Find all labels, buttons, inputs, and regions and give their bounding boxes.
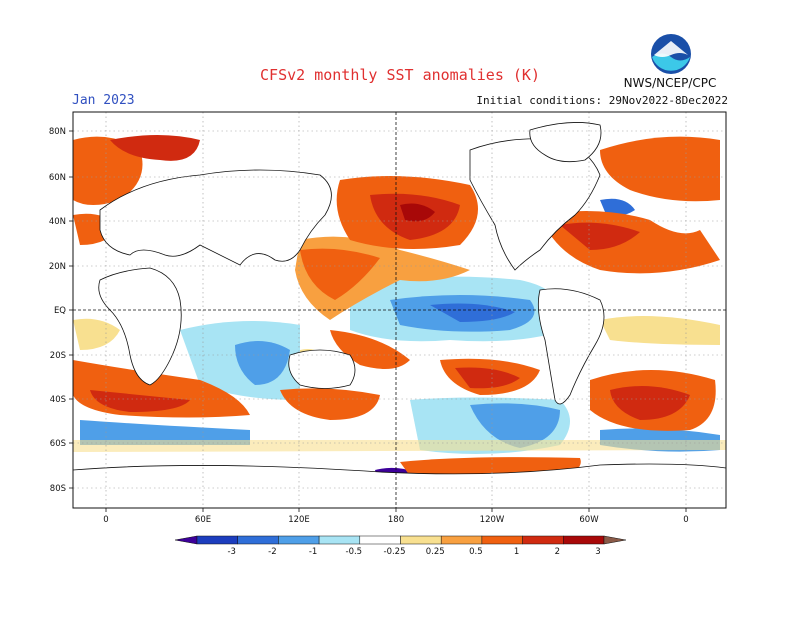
agency-label: NWS/NCEP/CPC [623, 76, 717, 90]
lat-label: 60S [50, 439, 66, 449]
colorbar-label: -0.25 [384, 547, 406, 557]
colorbar-swatch [481, 535, 523, 545]
colorbar-swatch [400, 535, 442, 545]
colorbar: -3 -2 -1 -0.5 -0.25 0.25 0.5 1 2 3 [174, 535, 627, 557]
australia-landmass [288, 349, 356, 389]
lat-label: 60N [49, 173, 66, 183]
africa-landmass [98, 267, 182, 386]
lon-label: 180 [388, 515, 404, 525]
colorbar-swatch [278, 535, 320, 545]
colorbar-label: 0.25 [426, 547, 445, 557]
reference-lines [73, 112, 726, 508]
longitude-labels: 0 60E 120E 180 120W 60W 0 [103, 515, 688, 525]
lat-label: 40S [50, 395, 66, 405]
noaa-logo-icon [651, 34, 691, 74]
lat-label: 40N [49, 217, 66, 227]
colorbar-swatch [522, 535, 564, 545]
colorbar-label: -1 [309, 547, 317, 557]
map-title: CFSv2 monthly SST anomalies (K) [260, 66, 540, 84]
colorbar-swatch [237, 535, 279, 545]
colorbar-label: 3 [595, 547, 600, 557]
colorbar-label: -2 [268, 547, 276, 557]
south-america-landmass [537, 288, 605, 405]
land-masses [73, 122, 726, 508]
colorbar-swatch [318, 535, 361, 545]
initial-conditions: Initial conditions: 29Nov2022-8Dec2022 [476, 94, 728, 107]
lon-label: 0 [103, 515, 108, 525]
lon-label: 60E [195, 515, 211, 525]
lat-label: 20N [49, 262, 66, 272]
anomaly-field [73, 122, 726, 508]
colorbar-label: 1 [514, 547, 519, 557]
colorbar-swatch [563, 535, 605, 545]
lat-label: 20S [50, 351, 66, 361]
lon-label: 120E [288, 515, 310, 525]
colorbar-min-triangle [174, 535, 198, 545]
lon-label: 60W [579, 515, 599, 525]
lon-label: 0 [683, 515, 688, 525]
colorbar-label: 0.5 [469, 547, 483, 557]
warm-anomaly-regions [73, 135, 726, 479]
lat-label: EQ [54, 306, 66, 316]
colorbar-label: -3 [227, 547, 235, 557]
colorbar-label: 2 [555, 547, 560, 557]
lon-label: 120W [480, 515, 505, 525]
latitude-labels: 80N 60N 40N 20N EQ 20S 40S 60S 80S [49, 127, 66, 494]
lat-label: 80S [50, 484, 66, 494]
colorbar-swatch [359, 535, 401, 545]
lat-label: 80N [49, 127, 66, 137]
target-month: Jan 2023 [72, 93, 135, 108]
colorbar-max-triangle [603, 535, 627, 545]
europe-asia-landmass [99, 169, 332, 266]
colorbar-swatch [440, 535, 483, 545]
greenland-landmass [529, 122, 602, 163]
longitude-ticks [105, 508, 687, 512]
antarctica-landmass [73, 463, 726, 508]
colorbar-label: -0.5 [346, 547, 363, 557]
colorbar-swatch [196, 535, 238, 545]
latitude-ticks [69, 130, 73, 489]
